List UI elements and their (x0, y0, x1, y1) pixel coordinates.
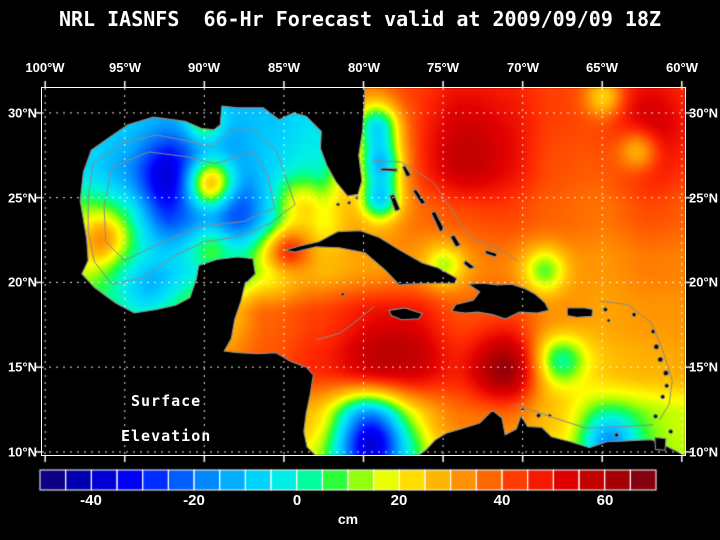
colorbar-tick-label: 60 (596, 492, 614, 509)
lat-tick-label: 10°N (7, 444, 37, 460)
lon-tick-label: 85°W (268, 60, 300, 75)
map-annotation-surface: Surface (131, 392, 202, 410)
lat-tick-label: 10°N (689, 444, 719, 460)
colorbar-tick-label: 40 (493, 492, 511, 509)
lon-tick-label: 70°W (507, 60, 539, 75)
colorbar-tick-label: -40 (80, 492, 102, 509)
lon-tick-label: 95°W (109, 60, 141, 75)
lat-tick-label: 25°N (7, 190, 37, 206)
lon-tick-label: 75°W (427, 60, 459, 75)
lon-tick-label: 100°W (25, 60, 65, 75)
lon-tick-label: 65°W (586, 60, 618, 75)
lat-tick-label: 25°N (689, 190, 719, 206)
chart-title: NRL IASNFS 66-Hr Forecast valid at 2009/… (58, 7, 662, 31)
colorbar-tick-label: 0 (292, 492, 302, 509)
lon-tick-label: 80°W (348, 60, 380, 75)
lat-tick-label: 30°N (7, 105, 37, 121)
lat-tick-label: 20°N (7, 274, 37, 290)
lat-tick-label: 30°N (689, 105, 719, 121)
lon-tick-label: 60°W (666, 60, 698, 75)
lat-tick-label: 20°N (689, 274, 719, 290)
colorbar-tick-label: 20 (390, 492, 408, 509)
map-annotation-elevation: Elevation (121, 427, 212, 445)
colorbar-unit-label: cm (337, 511, 359, 527)
colorbar-tick-label: -20 (183, 492, 205, 509)
lat-tick-label: 15°N (689, 359, 719, 375)
lat-tick-label: 15°N (7, 359, 37, 375)
lon-tick-label: 90°W (188, 60, 220, 75)
